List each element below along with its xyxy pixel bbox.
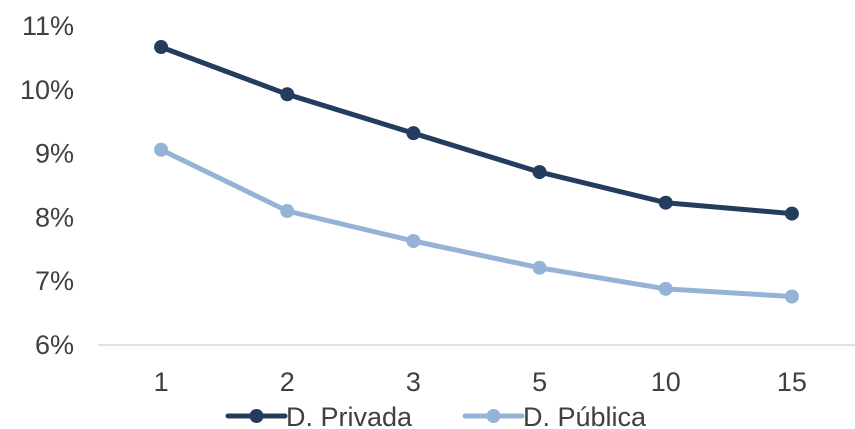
y-tick-label: 11% [22,11,74,41]
legend-item: D. Pública [462,402,647,429]
y-tick-label: 8% [35,202,74,232]
x-tick-label: 15 [777,367,807,397]
data-point [280,87,295,102]
data-point [532,260,547,275]
data-point [784,206,799,221]
x-tick-label: 5 [532,367,547,397]
data-point [658,281,673,296]
data-point [406,126,421,141]
data-point [154,40,169,55]
y-tick-label: 9% [35,139,74,169]
y-tick-label: 7% [35,266,74,296]
y-tick-label: 10% [20,75,74,105]
data-point [154,142,169,157]
x-tick-label: 3 [406,367,421,397]
series-layer [154,40,799,304]
x-tick-label: 1 [154,367,169,397]
legend-marker [249,409,264,423]
data-point [658,195,673,210]
x-tick-label: 10 [651,367,681,397]
legend-marker [486,409,501,423]
y-axis-labels: 6% 7% 8% 9% 10% 11% [20,11,74,360]
series-line [158,147,795,299]
data-point [784,289,799,304]
legend-label: D. Privada [286,402,413,429]
x-axis-labels: 1 2 3 5 10 15 [154,367,807,397]
data-point [280,204,295,219]
legend-item: D. Privada [225,402,413,429]
data-point [532,165,547,180]
data-point [406,234,421,249]
legend-label: D. Pública [523,402,647,429]
y-tick-label: 6% [35,330,74,360]
series-line [158,44,795,217]
series-1 [154,40,799,221]
legend: D. Privada D. Pública [225,402,647,429]
x-tick-label: 2 [280,367,295,397]
series-2 [154,142,799,304]
